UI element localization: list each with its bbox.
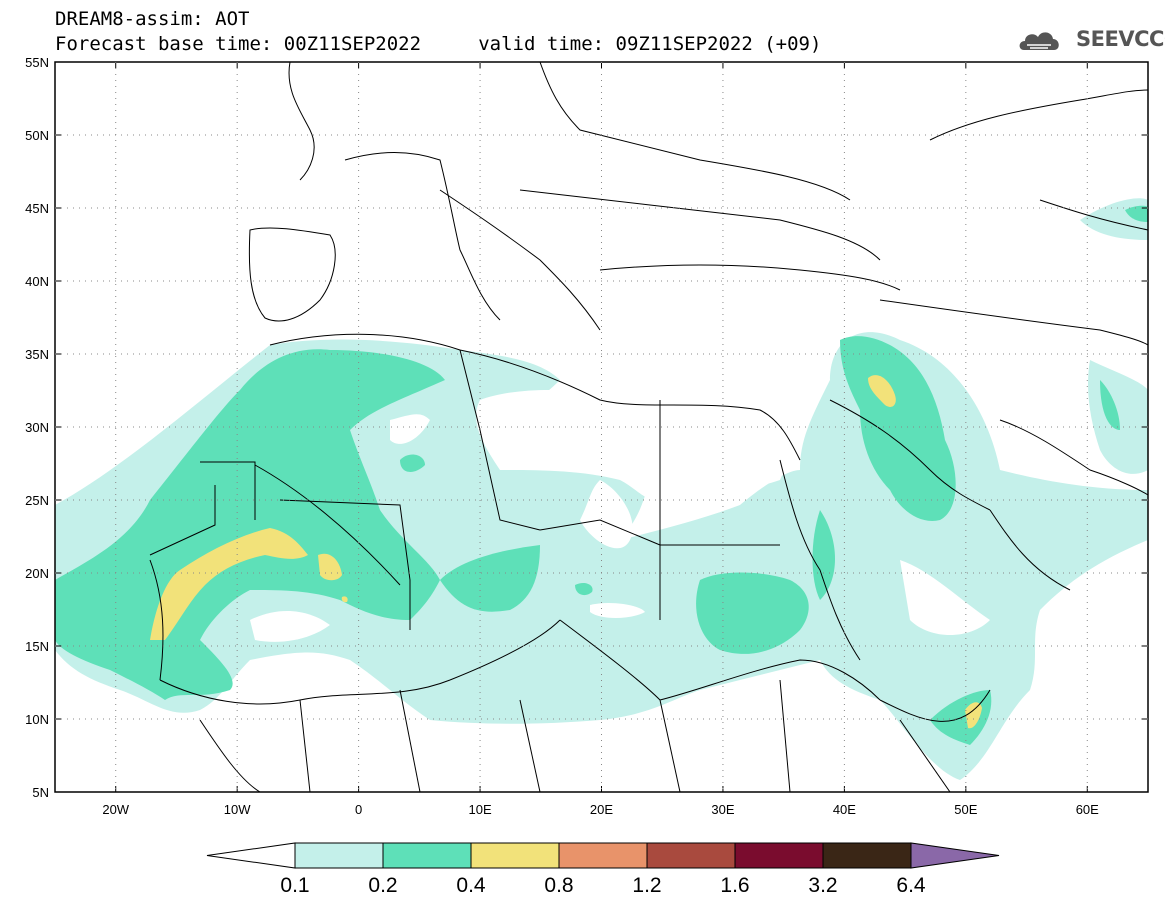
lon-label: 30E: [711, 802, 734, 817]
colorbar-label: 0.4: [456, 874, 486, 897]
colorbar-segment: [822, 842, 912, 869]
aot-clear-area: [250, 390, 990, 642]
country-borders: [149, 62, 1148, 792]
colorbar-segment: [734, 842, 824, 869]
lat-label: 30N: [25, 420, 49, 435]
lat-label: 15N: [25, 639, 49, 654]
colorbar-label: 1.2: [632, 874, 661, 897]
longitude-axis: 20W 10W 0 10E 20E 30E 40E 50E 60E: [102, 62, 1099, 817]
lon-label: 10W: [224, 802, 251, 817]
lon-label: 10E: [468, 802, 491, 817]
lon-label: 20W: [102, 802, 129, 817]
lon-label: 0: [355, 802, 362, 817]
colorbar-high-arrow: [910, 842, 1000, 869]
lat-label: 45N: [25, 201, 49, 216]
aot-level3-area: [150, 375, 982, 729]
colorbar-segment: [646, 842, 736, 869]
cloud-logo-icon: [1019, 32, 1059, 50]
lat-label: 55N: [25, 55, 49, 70]
lat-label: 25N: [25, 493, 49, 508]
colorbar-segment: [294, 842, 384, 869]
colorbar-low-arrow: [206, 842, 296, 869]
lon-label: 20E: [590, 802, 613, 817]
lon-label: 40E: [833, 802, 856, 817]
lat-label: 35N: [25, 347, 49, 362]
lon-label: 50E: [954, 802, 977, 817]
colorbar-label: 0.8: [544, 874, 573, 897]
lon-label: 60E: [1076, 802, 1099, 817]
lat-label: 5N: [32, 785, 49, 800]
map-title: DREAM8-assim: AOT: [55, 8, 250, 30]
lat-label: 20N: [25, 566, 49, 581]
colorbar-label: 0.1: [280, 874, 309, 897]
forecast-time-line: Forecast base time: 00Z11SEP2022 valid t…: [55, 33, 822, 55]
colorbar-segment: [558, 842, 648, 869]
colorbar-segment: [470, 842, 560, 869]
colorbar-label: 3.2: [808, 874, 837, 897]
colorbar: 0.1 0.2 0.4 0.8 1.2 1.6 3.2 6.4: [206, 842, 1000, 897]
lat-label: 10N: [25, 712, 49, 727]
aot-field: [55, 198, 1148, 780]
lat-label: 50N: [25, 128, 49, 143]
colorbar-segment: [382, 842, 472, 869]
logo-text: SEEVCCC: [1076, 27, 1165, 51]
lat-label: 40N: [25, 274, 49, 289]
colorbar-label: 1.6: [720, 874, 749, 897]
colorbar-label: 6.4: [896, 874, 926, 897]
colorbar-label: 0.2: [368, 874, 397, 897]
